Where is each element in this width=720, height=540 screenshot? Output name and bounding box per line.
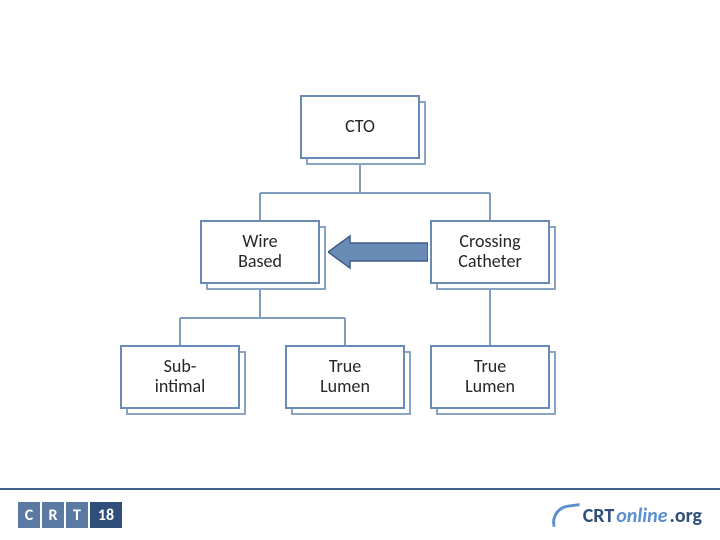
- logo-text-main: CRT: [583, 504, 615, 528]
- logo-seg-2: T: [66, 502, 88, 528]
- diagram-stage: CTO WireBased CrossingCatheter Sub-intimal T…: [0, 0, 720, 540]
- logo-text-suffix: .org: [670, 504, 702, 528]
- node-label: TrueLumen: [285, 345, 405, 409]
- logo-seg-3: 18: [90, 502, 122, 528]
- node-label: CTO: [300, 95, 420, 159]
- arrow-left-icon: [328, 234, 428, 270]
- footer-bar: CRT18 CRTonline.org: [0, 488, 720, 540]
- logo-text-accent: online: [616, 504, 667, 528]
- node-sub: Sub-intimal: [120, 345, 240, 409]
- node-label: Sub-intimal: [120, 345, 240, 409]
- logo-crtonline: CRTonline.org: [551, 502, 702, 528]
- node-label: TrueLumen: [430, 345, 550, 409]
- swoosh-icon: [549, 503, 581, 527]
- node-root: CTO: [300, 95, 420, 159]
- node-wire: WireBased: [200, 220, 320, 284]
- logo-seg-0: C: [18, 502, 40, 528]
- node-label: WireBased: [200, 220, 320, 284]
- logo-crt18: CRT18: [18, 502, 122, 528]
- logo-seg-1: R: [42, 502, 64, 528]
- node-label: CrossingCatheter: [430, 220, 550, 284]
- node-tl1: TrueLumen: [285, 345, 405, 409]
- node-cross: CrossingCatheter: [430, 220, 550, 284]
- node-tl2: TrueLumen: [430, 345, 550, 409]
